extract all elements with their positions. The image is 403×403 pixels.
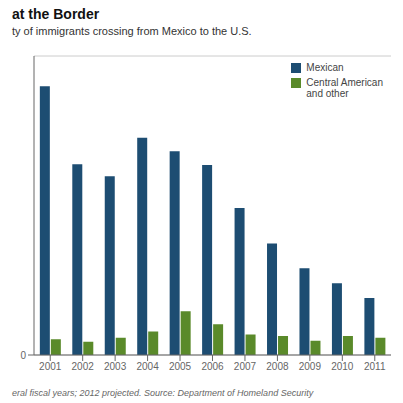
svg-text:2002: 2002 xyxy=(72,361,95,372)
svg-text:2009: 2009 xyxy=(299,361,322,372)
svg-text:2001: 2001 xyxy=(39,361,62,372)
svg-text:2008: 2008 xyxy=(266,361,289,372)
svg-text:2007: 2007 xyxy=(234,361,257,372)
svg-text:2004: 2004 xyxy=(136,361,159,372)
svg-text:0: 0 xyxy=(20,350,26,361)
html-text:eral fiscal years; 2012 projec: eral fiscal years; 2012 projected. Sourc… xyxy=(12,388,314,398)
svg-text:2011: 2011 xyxy=(364,361,386,372)
html-text:Mexican: Mexican xyxy=(306,62,344,73)
svg-text:2003: 2003 xyxy=(104,361,127,372)
html-text:at the Border: at the Border xyxy=(12,6,100,22)
html-text:ty of immigrants crossing from: ty of immigrants crossing from Mexico to… xyxy=(12,25,252,37)
svg-text:2010: 2010 xyxy=(331,361,354,372)
html-text:and other: and other xyxy=(306,88,349,99)
svg-text:2006: 2006 xyxy=(201,361,224,372)
html-text:Central American: Central American xyxy=(306,77,383,88)
svg-text:2005: 2005 xyxy=(169,361,192,372)
